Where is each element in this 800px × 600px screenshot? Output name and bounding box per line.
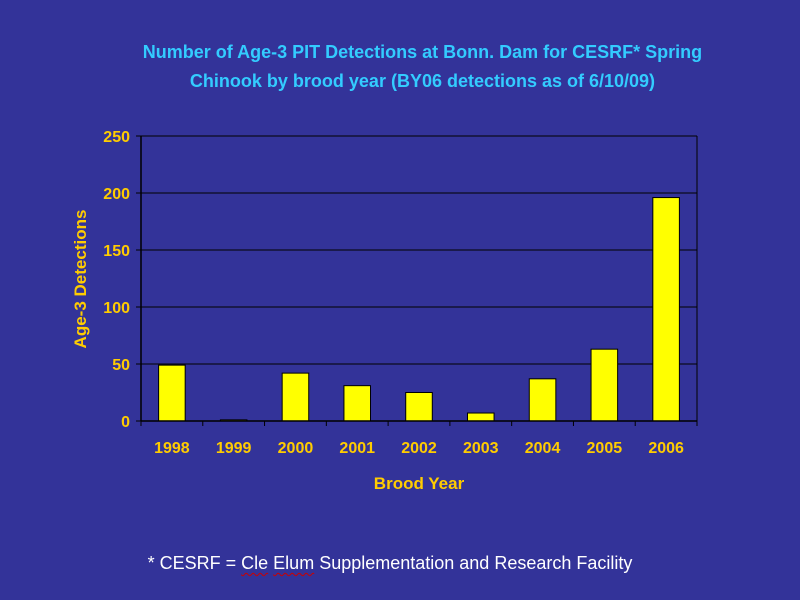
x-tick-label: 2004 bbox=[525, 440, 561, 457]
x-tick-label: 2005 bbox=[587, 440, 623, 457]
chart-title-line-2: Chinook by brood year (BY06 detections a… bbox=[189, 71, 656, 91]
bar-2005 bbox=[590, 348, 619, 422]
footnote-suffix: Supplementation and Research Facility bbox=[314, 553, 633, 573]
x-tick-label: 2002 bbox=[401, 440, 437, 457]
bar-2006 bbox=[652, 197, 680, 422]
x-tick-label: 2003 bbox=[463, 440, 499, 457]
x-tick-label: 2006 bbox=[648, 440, 684, 457]
y-tick-label: 200 bbox=[103, 186, 130, 203]
chart-title-line-1: Number of Age-3 PIT Detections at Bonn. … bbox=[142, 42, 703, 62]
axis-layer: 0 50 100 150 200 250 1998 1999 2000 2001 2002 2003 2… bbox=[103, 129, 698, 457]
y-tick-label: 100 bbox=[103, 300, 130, 317]
x-tick-label: 2000 bbox=[278, 440, 314, 457]
footnote: * CESRF = Cle Elum Supplementation and R… bbox=[0, 553, 780, 574]
footnote-word-cle: Cle bbox=[241, 553, 269, 573]
y-tick-label: 150 bbox=[103, 243, 130, 260]
bar-layer bbox=[158, 197, 680, 422]
footnote-prefix: * CESRF = bbox=[147, 553, 242, 573]
bar-2002 bbox=[405, 392, 433, 422]
bar-1998 bbox=[158, 364, 186, 422]
bar-2000 bbox=[281, 372, 310, 422]
y-axis-label: Age-3 Detections bbox=[71, 210, 90, 349]
y-tick-label: 250 bbox=[103, 129, 130, 146]
bar-2004 bbox=[528, 378, 557, 422]
bar-2001 bbox=[343, 385, 372, 422]
y-tick-label: 0 bbox=[121, 414, 130, 431]
x-axis-label: Brood Year bbox=[374, 474, 465, 493]
y-tick-label: 50 bbox=[112, 357, 130, 374]
x-tick-label: 1999 bbox=[216, 440, 252, 457]
footnote-word-elum: Elum bbox=[273, 553, 315, 573]
bar-2003 bbox=[466, 412, 495, 422]
x-tick-label: 1998 bbox=[154, 440, 190, 457]
x-tick-label: 2001 bbox=[339, 440, 375, 457]
